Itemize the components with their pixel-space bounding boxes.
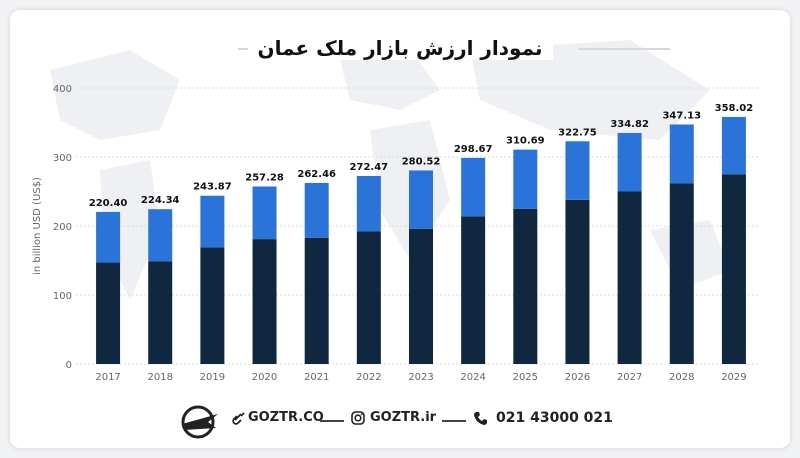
bar-segment-dark [513,208,538,364]
bar-total-label: 334.82 [610,119,649,130]
title-area: نمودار ارزش بازار ملک عمان [10,32,790,66]
bar-total-label: 272.47 [350,162,389,173]
x-tick-label: 2021 [304,372,329,383]
bar-segment-light [513,149,538,209]
bar-segment-light [669,124,694,184]
x-tick-label: 2017 [95,372,120,383]
phone-number: 021 43000 021 [496,410,613,426]
bar-total-label: 322.75 [558,127,597,138]
x-tick-label: 2023 [408,372,433,383]
plane-globe-logo [181,405,218,439]
bar-segment-dark [252,239,277,364]
bar-segment-light [148,209,173,262]
bar-segment-dark [200,247,225,364]
y-tick-label: 400 [53,84,72,95]
title-rule-right [578,48,670,50]
x-tick-label: 2025 [513,372,538,383]
bar-segment-dark [617,191,642,364]
y-tick-label: 300 [53,153,72,164]
bar-total-label: 280.52 [402,156,441,167]
link-icon [232,412,245,425]
bar-segment-light [461,157,486,217]
bar-segment-light [304,182,329,238]
website-text: GOZTR.CO [248,410,324,425]
x-tick-label: 2019 [200,372,225,383]
y-tick-label: 200 [53,222,72,233]
bar-total-label: 358.02 [715,103,754,114]
bar-total-label: 257.28 [245,172,284,183]
bar-segment-dark [721,174,746,364]
y-axis-label: in billion USD (US$) [32,177,43,275]
bar-segment-light [96,211,121,263]
bar-segment-light [252,186,277,240]
bar-segment-light [721,116,746,175]
bar-segment-dark [96,262,121,364]
x-tick-label: 2026 [565,372,590,383]
bar-segment-light [409,170,433,229]
phone-icon [474,412,487,425]
footer-divider-1 [320,420,344,422]
x-tick-label: 2024 [460,372,485,383]
bar-total-label: 262.46 [297,169,336,180]
y-tick-label: 0 [66,360,72,371]
bar-total-label: 310.69 [506,136,545,147]
bar-segment-dark [669,183,694,364]
footer-divider-2 [442,420,466,422]
bar-segment-dark [409,228,433,364]
instagram-text: GOZTR.ir [370,410,437,425]
y-tick-label: 100 [53,291,72,302]
bar-segment-light [617,132,642,192]
instagram-icon [351,411,365,425]
bar-segment-dark [304,237,329,364]
bar-segment-dark [356,231,381,364]
chart-card: نمودار ارزش بازار ملک عمان 0 100 200 300 400… [10,10,790,448]
chart-title: نمودار ارزش بازار ملک عمان [10,36,790,60]
bar-chart: 0 100 200 300 400 in billion USD (US$) 220.40 2… [32,84,760,383]
bar-segment-light [565,141,590,200]
x-tick-label: 2022 [356,372,381,383]
bar-segment-dark [461,216,486,364]
bar-segment-light [200,195,225,248]
x-tick-label: 2020 [252,372,277,383]
bar-total-label: 298.67 [454,144,493,155]
x-tick-label: 2028 [669,372,694,383]
bar-total-label: 220.40 [89,198,128,209]
x-tick-label: 2029 [721,372,746,383]
bar-segment-dark [565,199,590,364]
footer: GOZTR.CO GOZTR.ir 021 43000 021 [10,402,790,442]
bar-total-label: 347.13 [662,110,701,121]
x-tick-label: 2018 [148,372,173,383]
bar-segment-light [356,175,381,232]
bar-total-label: 224.34 [141,195,180,206]
bar-segment-dark [148,261,173,364]
bar-total-label: 243.87 [193,182,232,193]
x-tick-label: 2027 [617,372,642,383]
